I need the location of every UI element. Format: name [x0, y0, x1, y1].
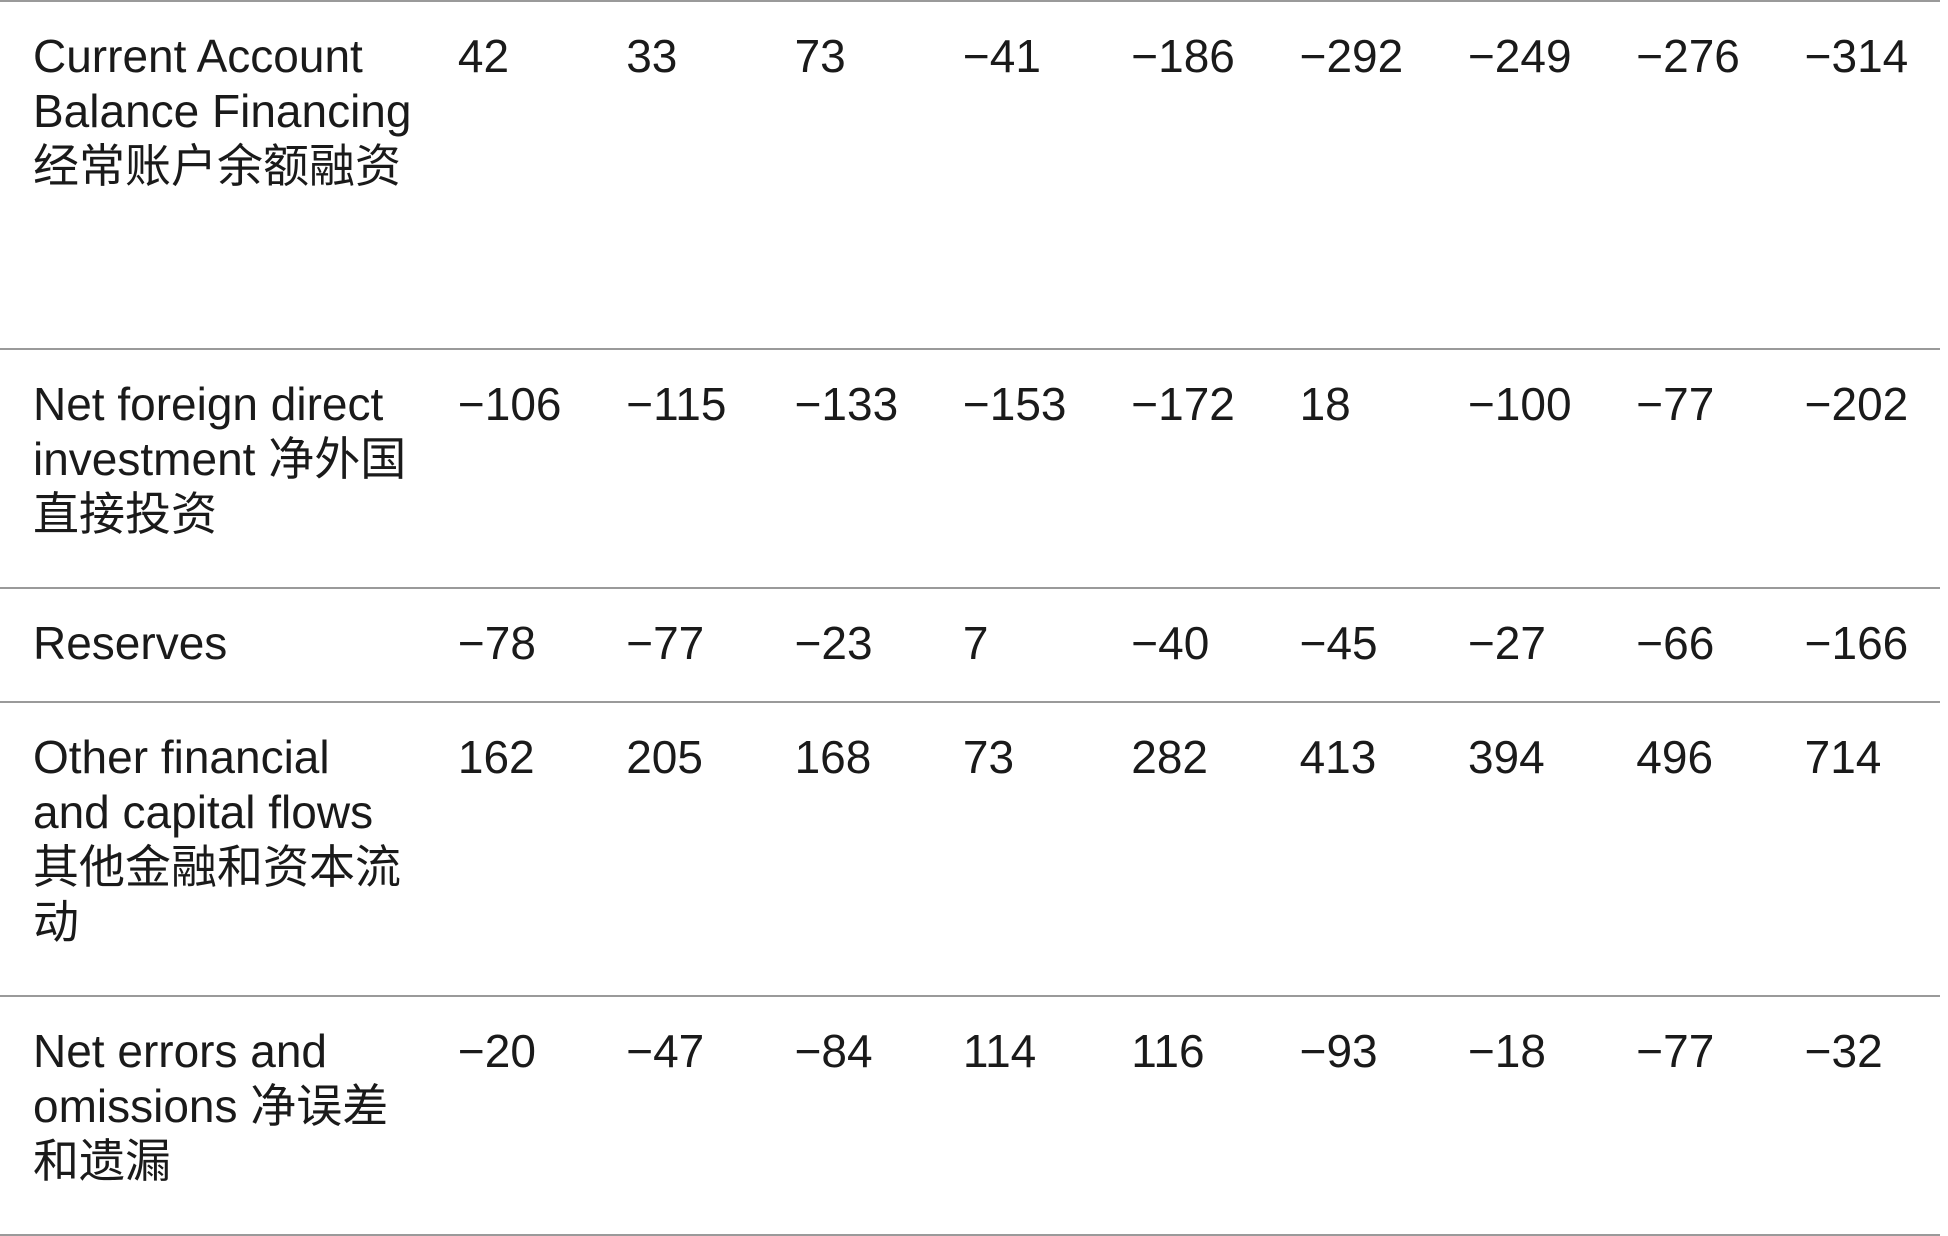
table-cell: 496 — [1636, 731, 1714, 783]
table-cell: 205 — [626, 731, 703, 783]
table-cell: 162 — [457, 731, 535, 783]
table-cell: 168 — [794, 731, 872, 783]
table-cell: −40 — [1131, 617, 1210, 669]
table-cell: −153 — [962, 378, 1067, 430]
table-cell: −115 — [626, 378, 727, 430]
table-cell: −292 — [1299, 30, 1404, 82]
table-cell: −166 — [1804, 617, 1909, 669]
table-cell: −84 — [794, 1025, 873, 1077]
table-cell: 394 — [1467, 731, 1545, 783]
table-cell: 714 — [1804, 731, 1882, 783]
table-cell: 413 — [1299, 731, 1377, 783]
table-cell: 33 — [626, 30, 678, 82]
table-cell: −18 — [1467, 1025, 1546, 1077]
table-cell: −23 — [794, 617, 873, 669]
table-row: Net foreign direct investment 净外国直接投资 −1… — [0, 349, 1940, 588]
table-cell: 73 — [794, 30, 846, 82]
table-cell: −276 — [1636, 30, 1740, 82]
table-row: Reserves −78 −77 −23 7 −40 −45 −27 −66 −… — [0, 588, 1940, 702]
table-cell: −41 — [962, 30, 1041, 82]
table-cell: −32 — [1804, 1025, 1883, 1077]
table-row: Net errors and omissions 净误差和遗漏 −20 −47 … — [0, 996, 1940, 1235]
table-cell: 73 — [962, 731, 1015, 783]
table-cell: 116 — [1131, 1025, 1205, 1077]
table-cell: −249 — [1467, 30, 1572, 82]
table-cell: −66 — [1636, 617, 1715, 669]
row-label: Net foreign direct investment 净外国直接投资 — [33, 378, 407, 540]
row-label: Other financial and capital flows 其他金融和资… — [33, 731, 401, 948]
table-cell: −77 — [1636, 1025, 1715, 1077]
table-cell: −314 — [1804, 30, 1909, 82]
row-label: Reserves — [33, 617, 228, 669]
table-cell: −133 — [794, 378, 899, 430]
table-cell: −100 — [1467, 378, 1572, 430]
table-cell: −78 — [457, 617, 536, 669]
table-cell: −172 — [1131, 378, 1235, 430]
table-cell: −47 — [626, 1025, 705, 1077]
row-label: Net errors and omissions 净误差和遗漏 — [33, 1025, 389, 1187]
table-cell: −77 — [1636, 378, 1715, 430]
row-label: Current Account Balance Financing 经常账户余额… — [33, 30, 412, 192]
table-cell: −93 — [1299, 1025, 1378, 1077]
table-cell: −45 — [1299, 617, 1378, 669]
table-cell: 114 — [962, 1025, 1037, 1077]
table-cell: −202 — [1804, 378, 1909, 430]
table-row: Other financial and capital flows 其他金融和资… — [0, 702, 1940, 996]
table-cell: 7 — [962, 617, 989, 669]
table-cell: −20 — [457, 1025, 536, 1077]
table-cell: −27 — [1467, 617, 1546, 669]
table-row: Current Account Balance Financing 经常账户余额… — [0, 1, 1940, 349]
table-cell: −77 — [626, 617, 705, 669]
table-cell: 282 — [1131, 731, 1208, 783]
table-cell: −106 — [457, 378, 562, 430]
table-cell: 18 — [1299, 378, 1351, 430]
table-cell: 42 — [457, 30, 510, 82]
table-cell: −186 — [1131, 30, 1235, 82]
